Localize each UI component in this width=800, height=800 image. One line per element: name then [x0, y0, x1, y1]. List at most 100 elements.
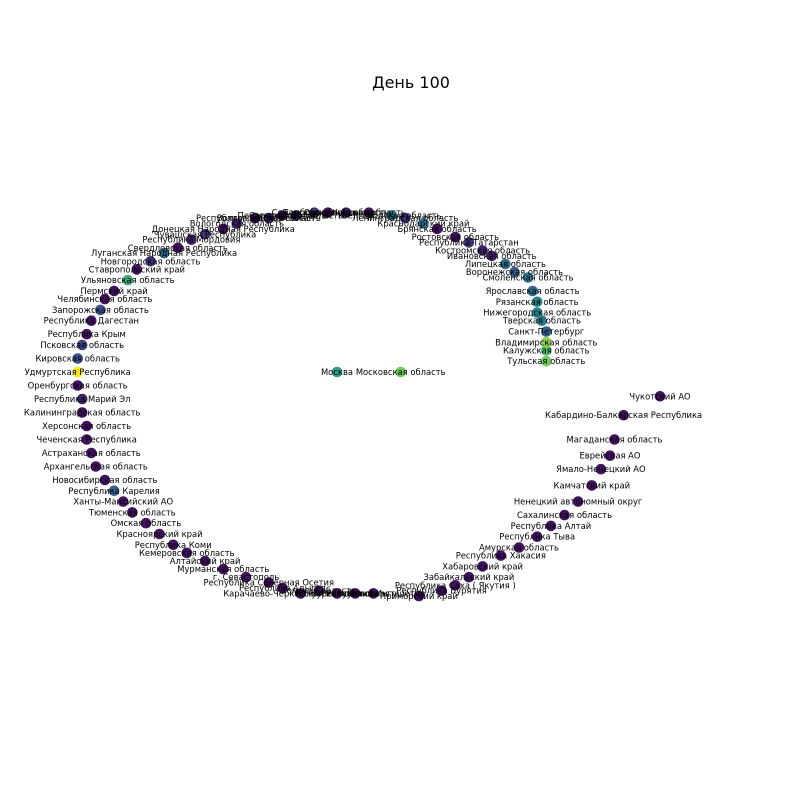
- node-label: Томская область: [281, 586, 356, 596]
- node-label: Иркутская область: [295, 588, 379, 598]
- node-label: Ивановская область: [447, 251, 537, 261]
- node-marker: [131, 264, 143, 275]
- node-label: Смоленская область: [483, 273, 574, 283]
- node-marker: [90, 461, 102, 472]
- node-layer: Москва Московская область Тульская область…: [24, 207, 702, 602]
- node-marker: [486, 250, 498, 262]
- node-marker: [81, 434, 92, 445]
- node-label: Владимирская область: [495, 337, 597, 347]
- node-label: Курганская область: [311, 588, 400, 598]
- node-label: Ульяновская область: [81, 275, 175, 285]
- node-label: Тамбовская область: [282, 208, 373, 218]
- node-marker: [140, 517, 152, 529]
- node-label: Свердловская область: [128, 243, 228, 253]
- node-marker: [495, 550, 507, 561]
- node-label: Республика Саха ( Якутия ): [395, 580, 516, 590]
- node-label: Мурманская область: [177, 564, 269, 574]
- node-label: Луганская Народная Республика: [91, 248, 237, 258]
- node-label: Новосибирская область: [52, 475, 157, 485]
- node-marker: [86, 447, 97, 459]
- node-marker: [81, 420, 92, 432]
- node-label: Чеченская Республика: [37, 435, 137, 445]
- node-marker: [500, 258, 511, 270]
- node-marker: [395, 366, 407, 378]
- node-label: Ростовская область: [412, 232, 499, 242]
- node-marker: [531, 531, 543, 542]
- node-label: Камчатский край: [554, 480, 631, 490]
- node-marker: [249, 212, 261, 224]
- node-marker: [413, 590, 425, 602]
- node-label: Республика Марий Эл: [34, 394, 130, 404]
- node-label: Калининградская область: [24, 408, 141, 418]
- node-label: Ямало-Ненецкий АО: [556, 464, 646, 474]
- node-marker: [122, 274, 133, 286]
- node-label: Республика Башкортостан: [196, 213, 314, 223]
- node-marker: [76, 393, 88, 405]
- node-label: Республика Татарстан: [419, 237, 519, 247]
- node-marker: [522, 272, 534, 283]
- node-marker: [541, 355, 552, 367]
- node-label: Приморский край: [380, 591, 458, 601]
- node-label: Ленинградская область: [352, 213, 458, 223]
- node-marker: [400, 212, 411, 224]
- node-label: Пермский край: [80, 286, 147, 296]
- node-marker: [586, 480, 598, 491]
- node-marker: [418, 218, 429, 229]
- node-marker: [463, 571, 475, 583]
- node-marker: [86, 315, 97, 327]
- node-marker: [609, 434, 620, 445]
- node-marker: [513, 542, 525, 553]
- node-marker: [431, 223, 443, 235]
- node-marker: [95, 304, 106, 316]
- node-label: Амурская область: [479, 543, 559, 553]
- node-marker: [108, 485, 120, 497]
- node-label: Республика Карелия: [68, 486, 159, 496]
- node-marker: [76, 339, 88, 351]
- node-label: Республика Крым: [48, 329, 126, 339]
- node-label: Калужская область: [503, 345, 590, 355]
- node-marker: [477, 561, 488, 572]
- node-marker: [76, 407, 88, 418]
- node-marker: [231, 218, 243, 229]
- node-marker: [536, 315, 548, 327]
- node-marker: [527, 285, 538, 297]
- node-label: Тульская область: [506, 356, 585, 366]
- node-marker: [81, 328, 92, 340]
- node-label: Тверская область: [502, 316, 581, 326]
- node-marker: [531, 296, 543, 308]
- node-label: г. Севастополь: [213, 572, 279, 582]
- node-label: Московская область: [356, 367, 446, 377]
- node-marker: [240, 571, 252, 583]
- node-label: Пензенская область: [238, 210, 328, 220]
- node-marker: [368, 588, 379, 599]
- node-label: Орловская область: [304, 208, 389, 218]
- node-marker: [450, 580, 461, 591]
- node-label: Республика Хакасия: [456, 551, 546, 561]
- node-label: Республика Коми: [135, 540, 212, 550]
- node-marker: [340, 207, 352, 218]
- node-marker: [158, 247, 170, 259]
- node-marker: [463, 237, 475, 248]
- node-label: Нижегородская область: [483, 308, 591, 318]
- node-marker: [72, 353, 83, 364]
- node-marker: [295, 588, 306, 599]
- node-marker: [181, 547, 193, 559]
- node-label: Удмуртская Республика: [25, 367, 131, 377]
- node-label: Хабаровский край: [442, 561, 523, 571]
- node-label: Красноярский край: [116, 529, 202, 539]
- node-label: Запорожская область: [52, 305, 149, 315]
- node-marker: [72, 366, 83, 378]
- node-label: Оренбургская область: [28, 381, 128, 391]
- node-marker: [186, 234, 197, 245]
- node-marker: [218, 563, 229, 575]
- node-label: Архангельская область: [44, 462, 148, 472]
- node-label: Ставропольский край: [89, 264, 185, 274]
- node-label: Херсонская область: [42, 421, 131, 431]
- chart-title: День 100: [372, 73, 450, 92]
- node-marker: [322, 207, 334, 218]
- node-marker: [127, 507, 138, 518]
- node-marker: [277, 582, 288, 594]
- node-label: Челябинская область: [57, 294, 152, 304]
- node-label: Республика Бурятия: [396, 586, 486, 596]
- node-marker: [108, 285, 120, 297]
